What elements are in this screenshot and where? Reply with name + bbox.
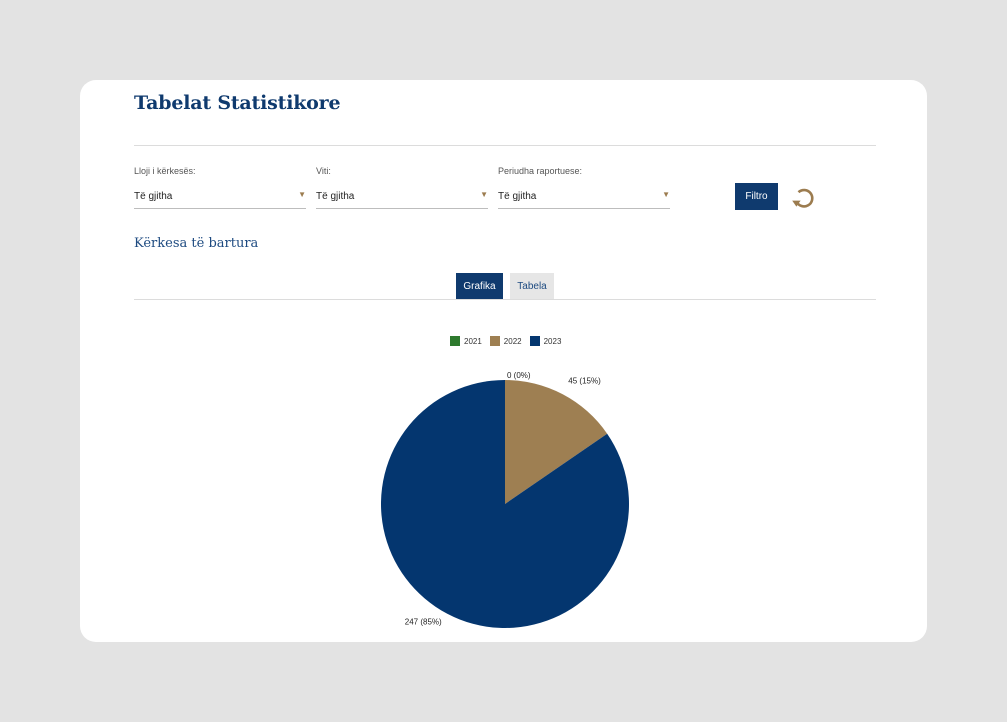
- statistics-card: Tabelat Statistikore Lloji i kërkesës: T…: [80, 80, 927, 642]
- legend-item-2022[interactable]: 2022: [489, 336, 522, 346]
- pie-data-label: 247 (85%): [405, 617, 442, 626]
- filter-request-type: Lloji i kërkesës: Të gjitha ▼: [134, 166, 306, 209]
- chevron-down-icon: ▼: [480, 190, 488, 199]
- legend-label: 2022: [503, 336, 522, 346]
- chevron-down-icon: ▼: [662, 190, 670, 199]
- legend-label: 2023: [543, 336, 562, 346]
- section-title: Kërkesa të bartura: [134, 236, 259, 251]
- chevron-down-icon: ▼: [298, 190, 306, 199]
- filter-button[interactable]: Filtro: [735, 183, 778, 210]
- reporting-period-value: Të gjitha: [498, 191, 537, 202]
- reporting-period-label: Periudha raportuese:: [498, 166, 583, 176]
- request-type-value: Të gjitha: [134, 191, 173, 202]
- legend-item-2021[interactable]: 2021: [450, 336, 482, 346]
- tab-tabela[interactable]: Tabela: [510, 273, 554, 299]
- year-label: Viti:: [316, 166, 331, 176]
- pie-data-label: 45 (15%): [568, 377, 601, 386]
- request-type-label: Lloji i kërkesës:: [134, 166, 196, 176]
- tab-grafika[interactable]: Grafika: [456, 273, 503, 299]
- legend-label: 2021: [464, 336, 482, 346]
- pie-chart: 0 (0%) 45 (15%) 247 (85%): [380, 371, 629, 628]
- pie-slice-2023[interactable]: [380, 380, 629, 628]
- refresh-icon[interactable]: [791, 185, 817, 209]
- filter-year: Viti: Të gjitha ▼: [316, 166, 488, 209]
- tabs-divider: [134, 299, 876, 300]
- legend-swatch: [450, 336, 460, 346]
- legend-item-2023[interactable]: 2023: [529, 336, 562, 346]
- legend-swatch: [529, 336, 540, 346]
- pie-slice-2022[interactable]: [505, 380, 608, 504]
- pie-data-label: 0 (0%): [507, 371, 531, 380]
- page-title: Tabelat Statistikore: [134, 92, 341, 114]
- title-divider: [134, 145, 876, 146]
- year-select[interactable]: Të gjitha ▼: [316, 186, 488, 209]
- chart-legend: 2021 2022 2023: [450, 336, 561, 346]
- filter-reporting-period: Periudha raportuese: Të gjitha ▼: [498, 166, 670, 209]
- reporting-period-select[interactable]: Të gjitha ▼: [498, 186, 670, 209]
- request-type-select[interactable]: Të gjitha ▼: [134, 186, 306, 209]
- year-value: Të gjitha: [316, 191, 355, 202]
- legend-swatch: [489, 336, 500, 346]
